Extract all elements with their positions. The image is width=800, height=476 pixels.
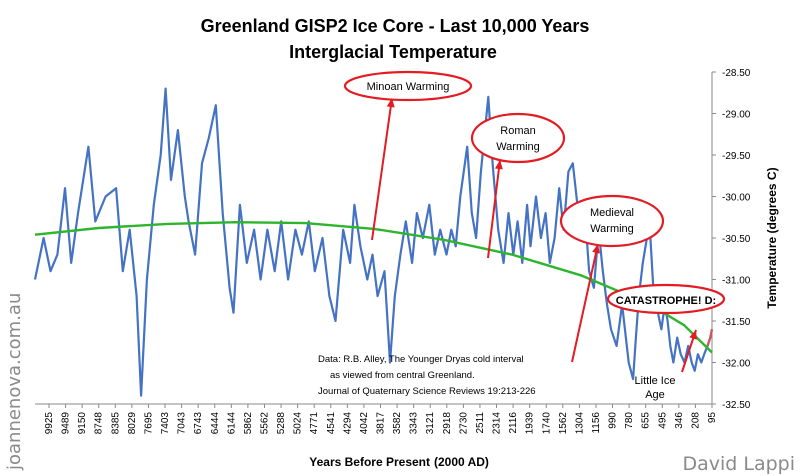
x-tick-label: 6144 — [226, 412, 237, 435]
x-tick-label: 4771 — [309, 412, 320, 435]
temperature-chart: Greenland GISP2 Ice Core - Last 10,000 Y… — [0, 0, 800, 476]
x-tick-label: 4294 — [342, 412, 353, 435]
x-tick-label: 6444 — [210, 412, 221, 435]
x-tick-label: 95 — [707, 412, 718, 424]
x-tick-label: 3121 — [425, 412, 436, 435]
x-tick-label: 1939 — [525, 412, 536, 435]
minoan-arrow — [372, 98, 392, 240]
x-tick-label: 4541 — [326, 412, 337, 435]
chart-title: Greenland GISP2 Ice Core - Last 10,000 Y… — [201, 16, 590, 36]
medieval-arrow — [572, 244, 598, 362]
x-tick-label: 1740 — [541, 412, 552, 435]
roman-ellipse — [472, 114, 564, 162]
y-tick-label: -32.00 — [722, 359, 751, 370]
y-axis-label: Temperature (degrees C) — [765, 167, 779, 308]
x-tick-label: 3343 — [409, 412, 420, 435]
x-tick-label: 780 — [624, 412, 635, 429]
source-note-line3: Journal of Quaternary Science Reviews 19… — [318, 386, 536, 397]
x-axis-ticks: 9925 9489 9150 8748 8385 8029 7695 7403 7043 6743… — [44, 404, 718, 434]
x-axis-label-note: (2000 AD) — [434, 455, 489, 469]
x-axis-label-main: Years Before Present — [309, 455, 430, 469]
x-tick-label: 495 — [657, 412, 668, 429]
medieval-ellipse — [561, 196, 663, 246]
catastrophe-label: CATASTROPHE! D: — [616, 295, 716, 307]
x-tick-label: 3817 — [376, 412, 387, 435]
watermark-left: joannenova.com.au — [4, 293, 25, 471]
x-tick-label: 9489 — [61, 412, 72, 435]
roman-label-line2: Warming — [496, 141, 540, 153]
x-tick-label: 2314 — [492, 412, 503, 435]
y-tick-label: -31.50 — [722, 317, 751, 328]
x-tick-label: 208 — [690, 412, 701, 429]
x-tick-label: 2116 — [508, 412, 519, 434]
roman-label-line1: Roman — [500, 125, 535, 137]
x-tick-label: 346 — [674, 412, 685, 429]
x-tick-label: 1156 — [591, 412, 602, 434]
x-tick-label: 4042 — [359, 412, 370, 435]
y-tick-label: -30.00 — [722, 193, 751, 204]
x-tick-label: 5024 — [293, 412, 304, 435]
x-tick-label: 1562 — [558, 412, 569, 435]
x-tick-label: 7403 — [160, 412, 171, 435]
x-tick-label: 5288 — [276, 412, 287, 435]
chart-subtitle: Interglacial Temperature — [289, 42, 497, 62]
y-tick-label: -30.50 — [722, 234, 751, 245]
y-tick-label: -31.00 — [722, 276, 751, 287]
source-note-line1: Data: R.B. Alley, The Younger Dryas cold… — [318, 354, 524, 365]
x-tick-label: 6743 — [193, 412, 204, 435]
medieval-label-line1: Medieval — [590, 207, 634, 219]
x-tick-label: 5862 — [243, 412, 254, 435]
x-tick-label: 990 — [608, 412, 619, 429]
watermark-right: David Lappi — [682, 453, 795, 475]
x-axis-label: Years Before Present — [309, 455, 430, 469]
x-tick-label: 8385 — [110, 412, 121, 435]
x-tick-label: 8748 — [94, 412, 105, 435]
x-tick-label: 2730 — [458, 412, 469, 435]
annotation-layer: Minoan Warming Roman Warming Medieval Warmin… — [345, 72, 724, 401]
y-tick-label: -32.50 — [722, 400, 751, 411]
y-tick-label: -29.50 — [722, 151, 751, 162]
x-tick-label: 2511 — [475, 412, 486, 434]
x-tick-label: 3582 — [392, 412, 403, 435]
y-tick-label: -29.00 — [722, 110, 751, 121]
x-tick-label: 7695 — [143, 412, 154, 435]
x-tick-label: 7043 — [177, 412, 188, 435]
x-tick-label: 9150 — [77, 412, 88, 435]
x-tick-label: 2918 — [442, 412, 453, 435]
y-axis-ticks: -28.50 -29.00 -29.50 -30.00 -30.50 -31.00 -31.… — [712, 68, 751, 411]
minoan-label: Minoan Warming — [367, 81, 450, 93]
x-tick-label: 1304 — [574, 412, 585, 435]
little-ice-age-label-line1: Little Ice — [635, 375, 676, 387]
medieval-label-line2: Warming — [590, 223, 634, 235]
x-tick-label: 8029 — [127, 412, 138, 435]
y-tick-label: -28.50 — [722, 68, 751, 79]
temperature-extension-line — [708, 329, 713, 346]
source-note-line2: as viewed from central Greenland. — [330, 370, 475, 381]
x-tick-label: 9925 — [44, 412, 55, 435]
x-tick-label: 5562 — [259, 412, 270, 435]
x-tick-label: 655 — [641, 412, 652, 429]
little-ice-age-label-line2: Age — [645, 389, 665, 401]
